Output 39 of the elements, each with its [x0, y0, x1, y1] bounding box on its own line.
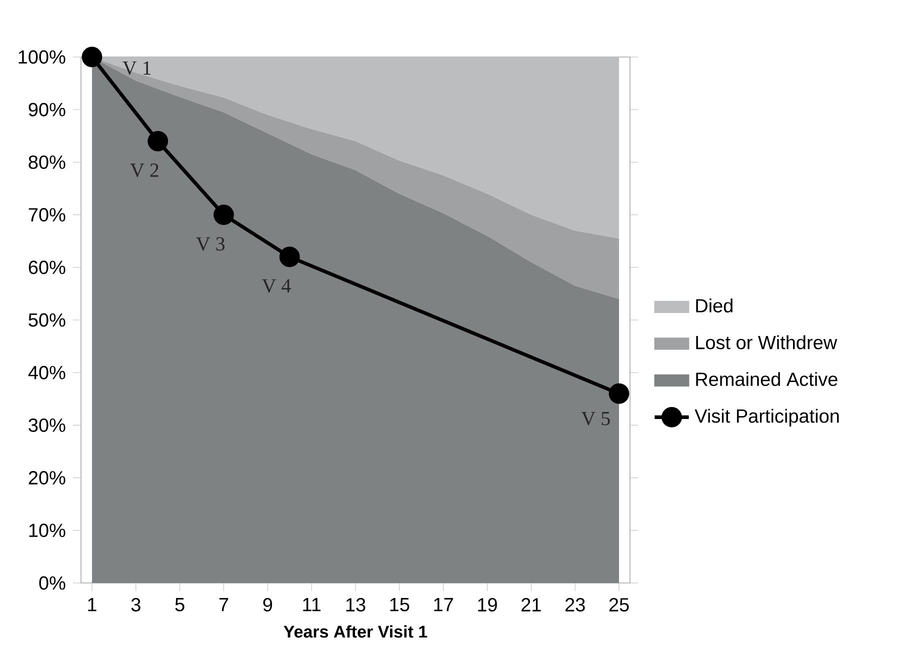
point: [608, 383, 630, 404]
legend-label: Died: [696, 298, 732, 312]
legend-label: Lost or Withdrew: [696, 335, 838, 350]
y-tick-label: 0%: [39, 576, 66, 590]
point: [279, 246, 300, 268]
annotation: V 3: [196, 237, 225, 251]
point: [214, 204, 234, 225]
y-tick-label: 90%: [28, 102, 66, 116]
annotation: V 5: [581, 412, 610, 426]
x-tick-label: 19: [478, 598, 497, 612]
x-tick-label: 21: [522, 598, 541, 612]
y-tick-label: 60%: [28, 260, 66, 274]
y-tick-label: 40%: [28, 366, 66, 380]
x-tick-label: 17: [434, 598, 453, 612]
x-tick-label: 15: [390, 598, 410, 612]
x-tick-label: 7: [219, 598, 228, 612]
y-tick-label: 50%: [28, 313, 66, 327]
y-tick-label: 20%: [28, 471, 66, 485]
point: [148, 130, 168, 152]
x-tick-label: 3: [131, 598, 140, 612]
annotation: V 4: [262, 279, 291, 293]
annotation: V 2: [130, 164, 158, 178]
point: [82, 46, 102, 68]
y-tick-label: 100%: [18, 50, 66, 64]
x-tick-label: 11: [303, 598, 321, 612]
legend-label: Remained Active: [696, 372, 838, 386]
annotation: V 1: [122, 61, 151, 75]
y-tick-label: 80%: [28, 155, 66, 169]
x-tick-label: 13: [346, 598, 366, 612]
x-tick-label: 9: [263, 598, 272, 612]
y-tick-label: 10%: [29, 524, 66, 538]
x-tick-label: 1: [88, 598, 96, 612]
legend-label: Visit Participation: [694, 408, 839, 427]
x-tick-label: 23: [565, 598, 585, 612]
y-tick-label: 70%: [28, 208, 66, 222]
x-axis-title: Years After Visit 1: [284, 625, 428, 638]
x-tick-label: 25: [609, 598, 629, 612]
x-tick-label: 5: [175, 598, 184, 612]
y-tick-label: 30%: [28, 418, 66, 432]
